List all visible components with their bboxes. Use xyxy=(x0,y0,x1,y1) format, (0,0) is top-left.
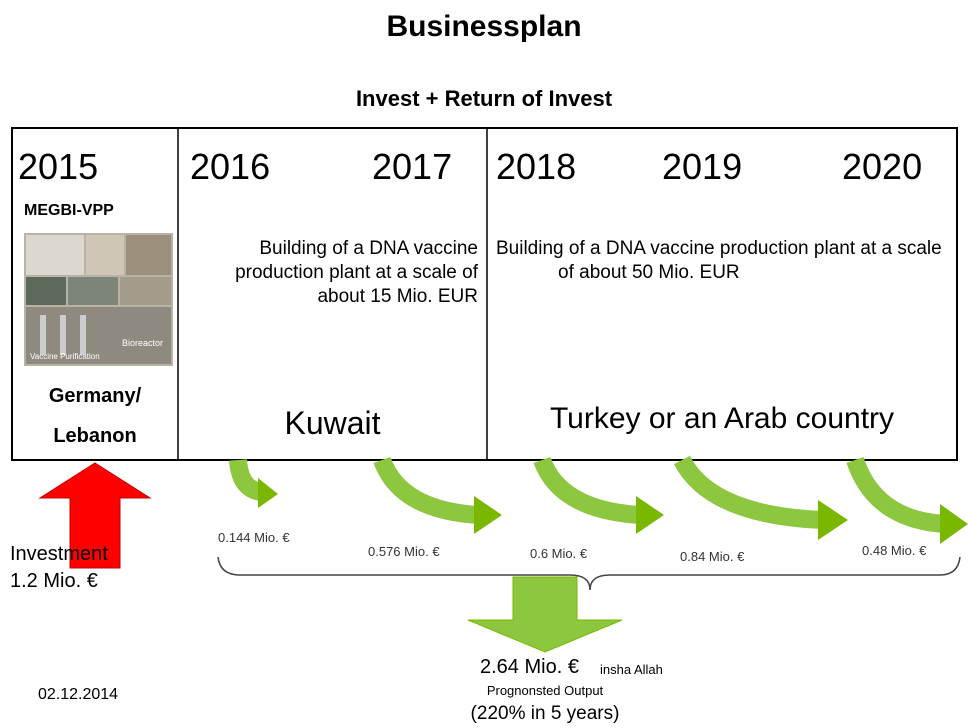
slide: Businessplan Invest + Return of Invest 2… xyxy=(0,0,968,728)
year: 2020 xyxy=(842,146,922,188)
return: 0.576 Mio. € xyxy=(368,544,440,559)
year: 2019 xyxy=(662,146,742,188)
year: 2015 xyxy=(18,146,98,188)
location: Germany/ xyxy=(12,385,178,408)
project: MEGBI-VPP xyxy=(24,202,114,220)
description: Building of a DNA vaccine production pla… xyxy=(228,237,478,309)
investment-amount: 1.2 Mio. € xyxy=(10,570,98,593)
return: 0.6 Mio. € xyxy=(530,546,587,561)
total-caption: Prognonsted Output xyxy=(440,683,650,698)
date: 02.12.2014 xyxy=(38,686,118,704)
location: Lebanon xyxy=(12,425,178,448)
total-arrow xyxy=(468,577,622,652)
photo-caption: Bioreactor xyxy=(122,338,163,348)
brace xyxy=(218,557,960,590)
location: Turkey or an Arab country xyxy=(487,402,957,436)
return: 0.48 Mio. € xyxy=(862,543,926,558)
year: 2016 xyxy=(190,146,270,188)
total-amount: 2.64 Mio. € xyxy=(480,656,579,679)
return: 0.84 Mio. € xyxy=(680,549,744,564)
description: Building of a DNA vaccine production pla… xyxy=(496,237,946,285)
total-ratio: (220% in 5 years) xyxy=(440,703,650,725)
total-note: insha Allah xyxy=(600,662,663,677)
year: 2018 xyxy=(496,146,576,188)
return: 0.144 Mio. € xyxy=(218,530,290,545)
title: Businessplan xyxy=(0,10,968,44)
year: 2017 xyxy=(372,146,452,188)
photo-caption: Vaccine Purification xyxy=(30,352,100,361)
investment-label: Investment xyxy=(10,543,108,566)
location: Kuwait xyxy=(178,405,487,442)
subtitle: Invest + Return of Invest xyxy=(0,86,968,112)
